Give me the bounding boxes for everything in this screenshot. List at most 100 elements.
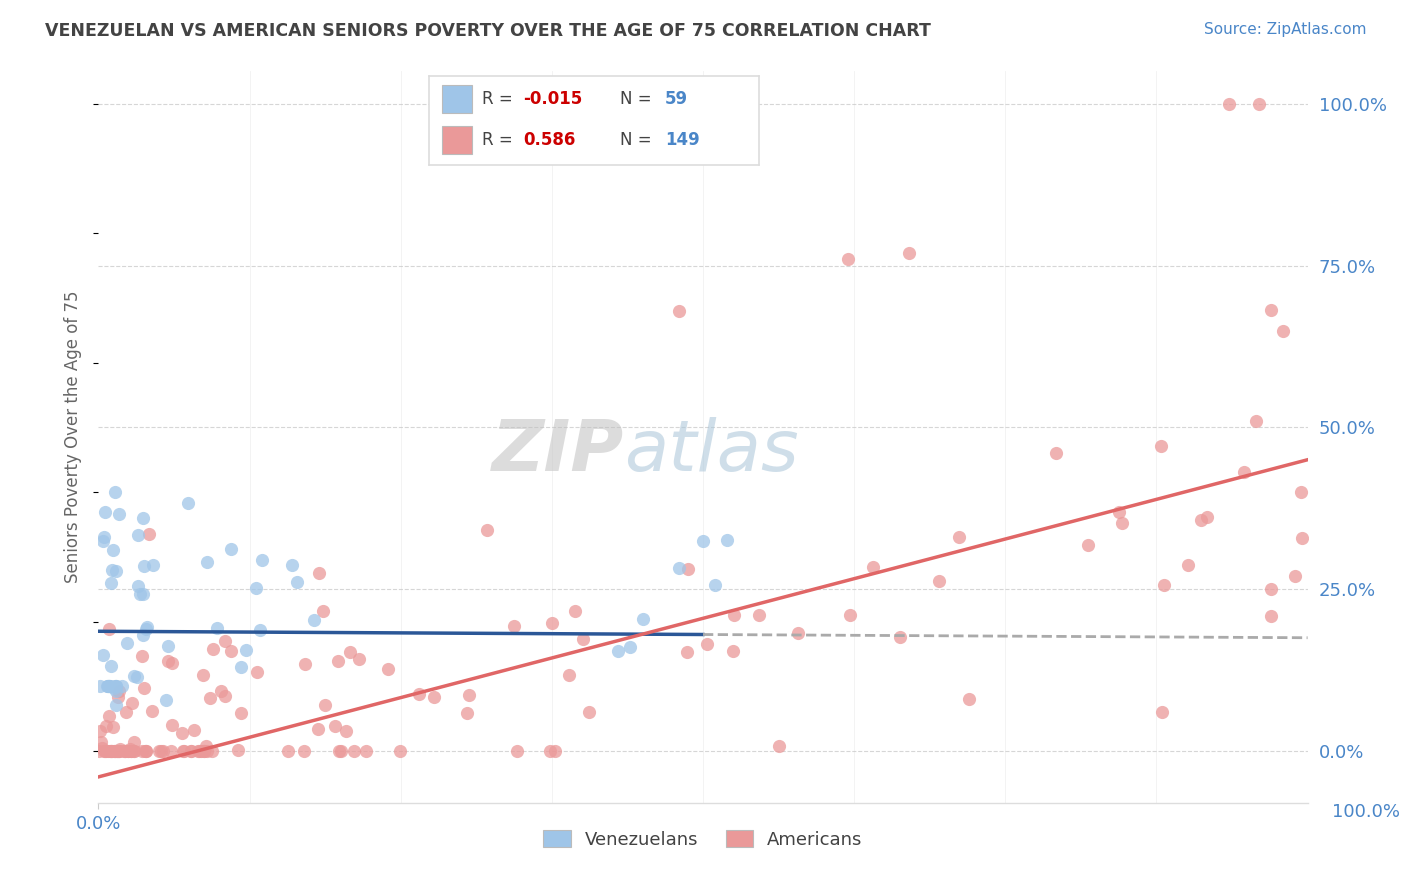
- Point: [122, 744, 145, 758]
- Point: [152, 744, 174, 758]
- Point: [329, 744, 352, 758]
- Point: [578, 705, 600, 719]
- Point: [572, 632, 595, 646]
- Point: [201, 744, 224, 758]
- Point: [108, 744, 131, 758]
- Point: [114, 744, 136, 758]
- Point: [94, 504, 117, 518]
- Point: [197, 744, 219, 758]
- Point: [194, 739, 217, 754]
- Point: [135, 744, 157, 758]
- Point: [193, 744, 215, 758]
- Point: [108, 742, 131, 756]
- Point: [323, 719, 346, 733]
- Point: [388, 744, 411, 758]
- Point: [748, 607, 770, 622]
- Point: [1111, 516, 1133, 530]
- Point: [631, 612, 654, 626]
- Point: [104, 698, 127, 713]
- Point: [190, 743, 212, 757]
- Point: [1189, 513, 1212, 527]
- Point: [100, 563, 122, 577]
- Point: [1153, 578, 1175, 592]
- Point: [90, 735, 112, 749]
- Point: [506, 744, 529, 758]
- Point: [114, 705, 136, 719]
- Point: [172, 744, 194, 758]
- Point: [188, 744, 211, 758]
- Point: [226, 743, 249, 757]
- Point: [121, 696, 143, 710]
- Point: [277, 744, 299, 758]
- Point: [503, 618, 526, 632]
- Point: [104, 744, 127, 758]
- Text: 149: 149: [665, 131, 700, 149]
- Point: [100, 659, 122, 673]
- Point: [928, 574, 950, 589]
- Point: [155, 693, 177, 707]
- Point: [544, 744, 567, 758]
- Point: [214, 690, 236, 704]
- Point: [142, 558, 165, 573]
- Point: [1152, 705, 1174, 719]
- Point: [723, 643, 745, 657]
- Point: [159, 744, 181, 758]
- Point: [1195, 510, 1218, 524]
- Point: [302, 613, 325, 627]
- Point: [692, 533, 714, 548]
- Point: [408, 687, 430, 701]
- Point: [87, 744, 110, 758]
- Point: [120, 744, 142, 758]
- Text: R =: R =: [482, 90, 517, 108]
- Point: [107, 744, 129, 758]
- Point: [111, 679, 134, 693]
- Point: [101, 720, 124, 734]
- Y-axis label: Seniors Poverty Over the Age of 75: Seniors Poverty Over the Age of 75: [65, 291, 83, 583]
- Point: [104, 485, 127, 500]
- Point: [1260, 609, 1282, 624]
- Point: [177, 496, 200, 510]
- Point: [98, 679, 121, 693]
- Point: [105, 744, 128, 758]
- Point: [889, 630, 911, 644]
- Point: [108, 744, 131, 758]
- Point: [122, 669, 145, 683]
- Point: [1284, 569, 1306, 583]
- Point: [100, 576, 122, 591]
- Point: [127, 528, 149, 542]
- Point: [120, 744, 142, 758]
- Point: [205, 620, 228, 634]
- Point: [187, 744, 209, 758]
- Point: [122, 744, 145, 758]
- Point: [132, 510, 155, 524]
- Point: [101, 744, 124, 758]
- Point: [198, 691, 221, 706]
- Point: [1150, 439, 1173, 453]
- Legend: Venezuelans, Americans: Venezuelans, Americans: [536, 822, 870, 856]
- Point: [127, 579, 149, 593]
- Point: [97, 679, 120, 693]
- Point: [105, 683, 128, 698]
- Point: [91, 533, 114, 548]
- Point: [862, 560, 884, 574]
- Point: [768, 739, 790, 753]
- Point: [457, 688, 479, 702]
- Text: -0.015: -0.015: [523, 90, 582, 108]
- Point: [214, 634, 236, 648]
- Point: [93, 530, 115, 544]
- Point: [704, 577, 727, 591]
- Point: [209, 683, 232, 698]
- Point: [231, 706, 253, 720]
- Text: R =: R =: [482, 131, 517, 149]
- Text: VENEZUELAN VS AMERICAN SENIORS POVERTY OVER THE AGE OF 75 CORRELATION CHART: VENEZUELAN VS AMERICAN SENIORS POVERTY O…: [45, 22, 931, 40]
- Point: [149, 744, 172, 758]
- Point: [112, 744, 135, 758]
- Point: [93, 744, 115, 758]
- Point: [307, 722, 329, 736]
- Point: [100, 744, 122, 758]
- Point: [558, 668, 581, 682]
- Point: [104, 679, 127, 693]
- Point: [837, 252, 859, 266]
- Point: [193, 744, 215, 758]
- Text: atlas: atlas: [624, 417, 799, 486]
